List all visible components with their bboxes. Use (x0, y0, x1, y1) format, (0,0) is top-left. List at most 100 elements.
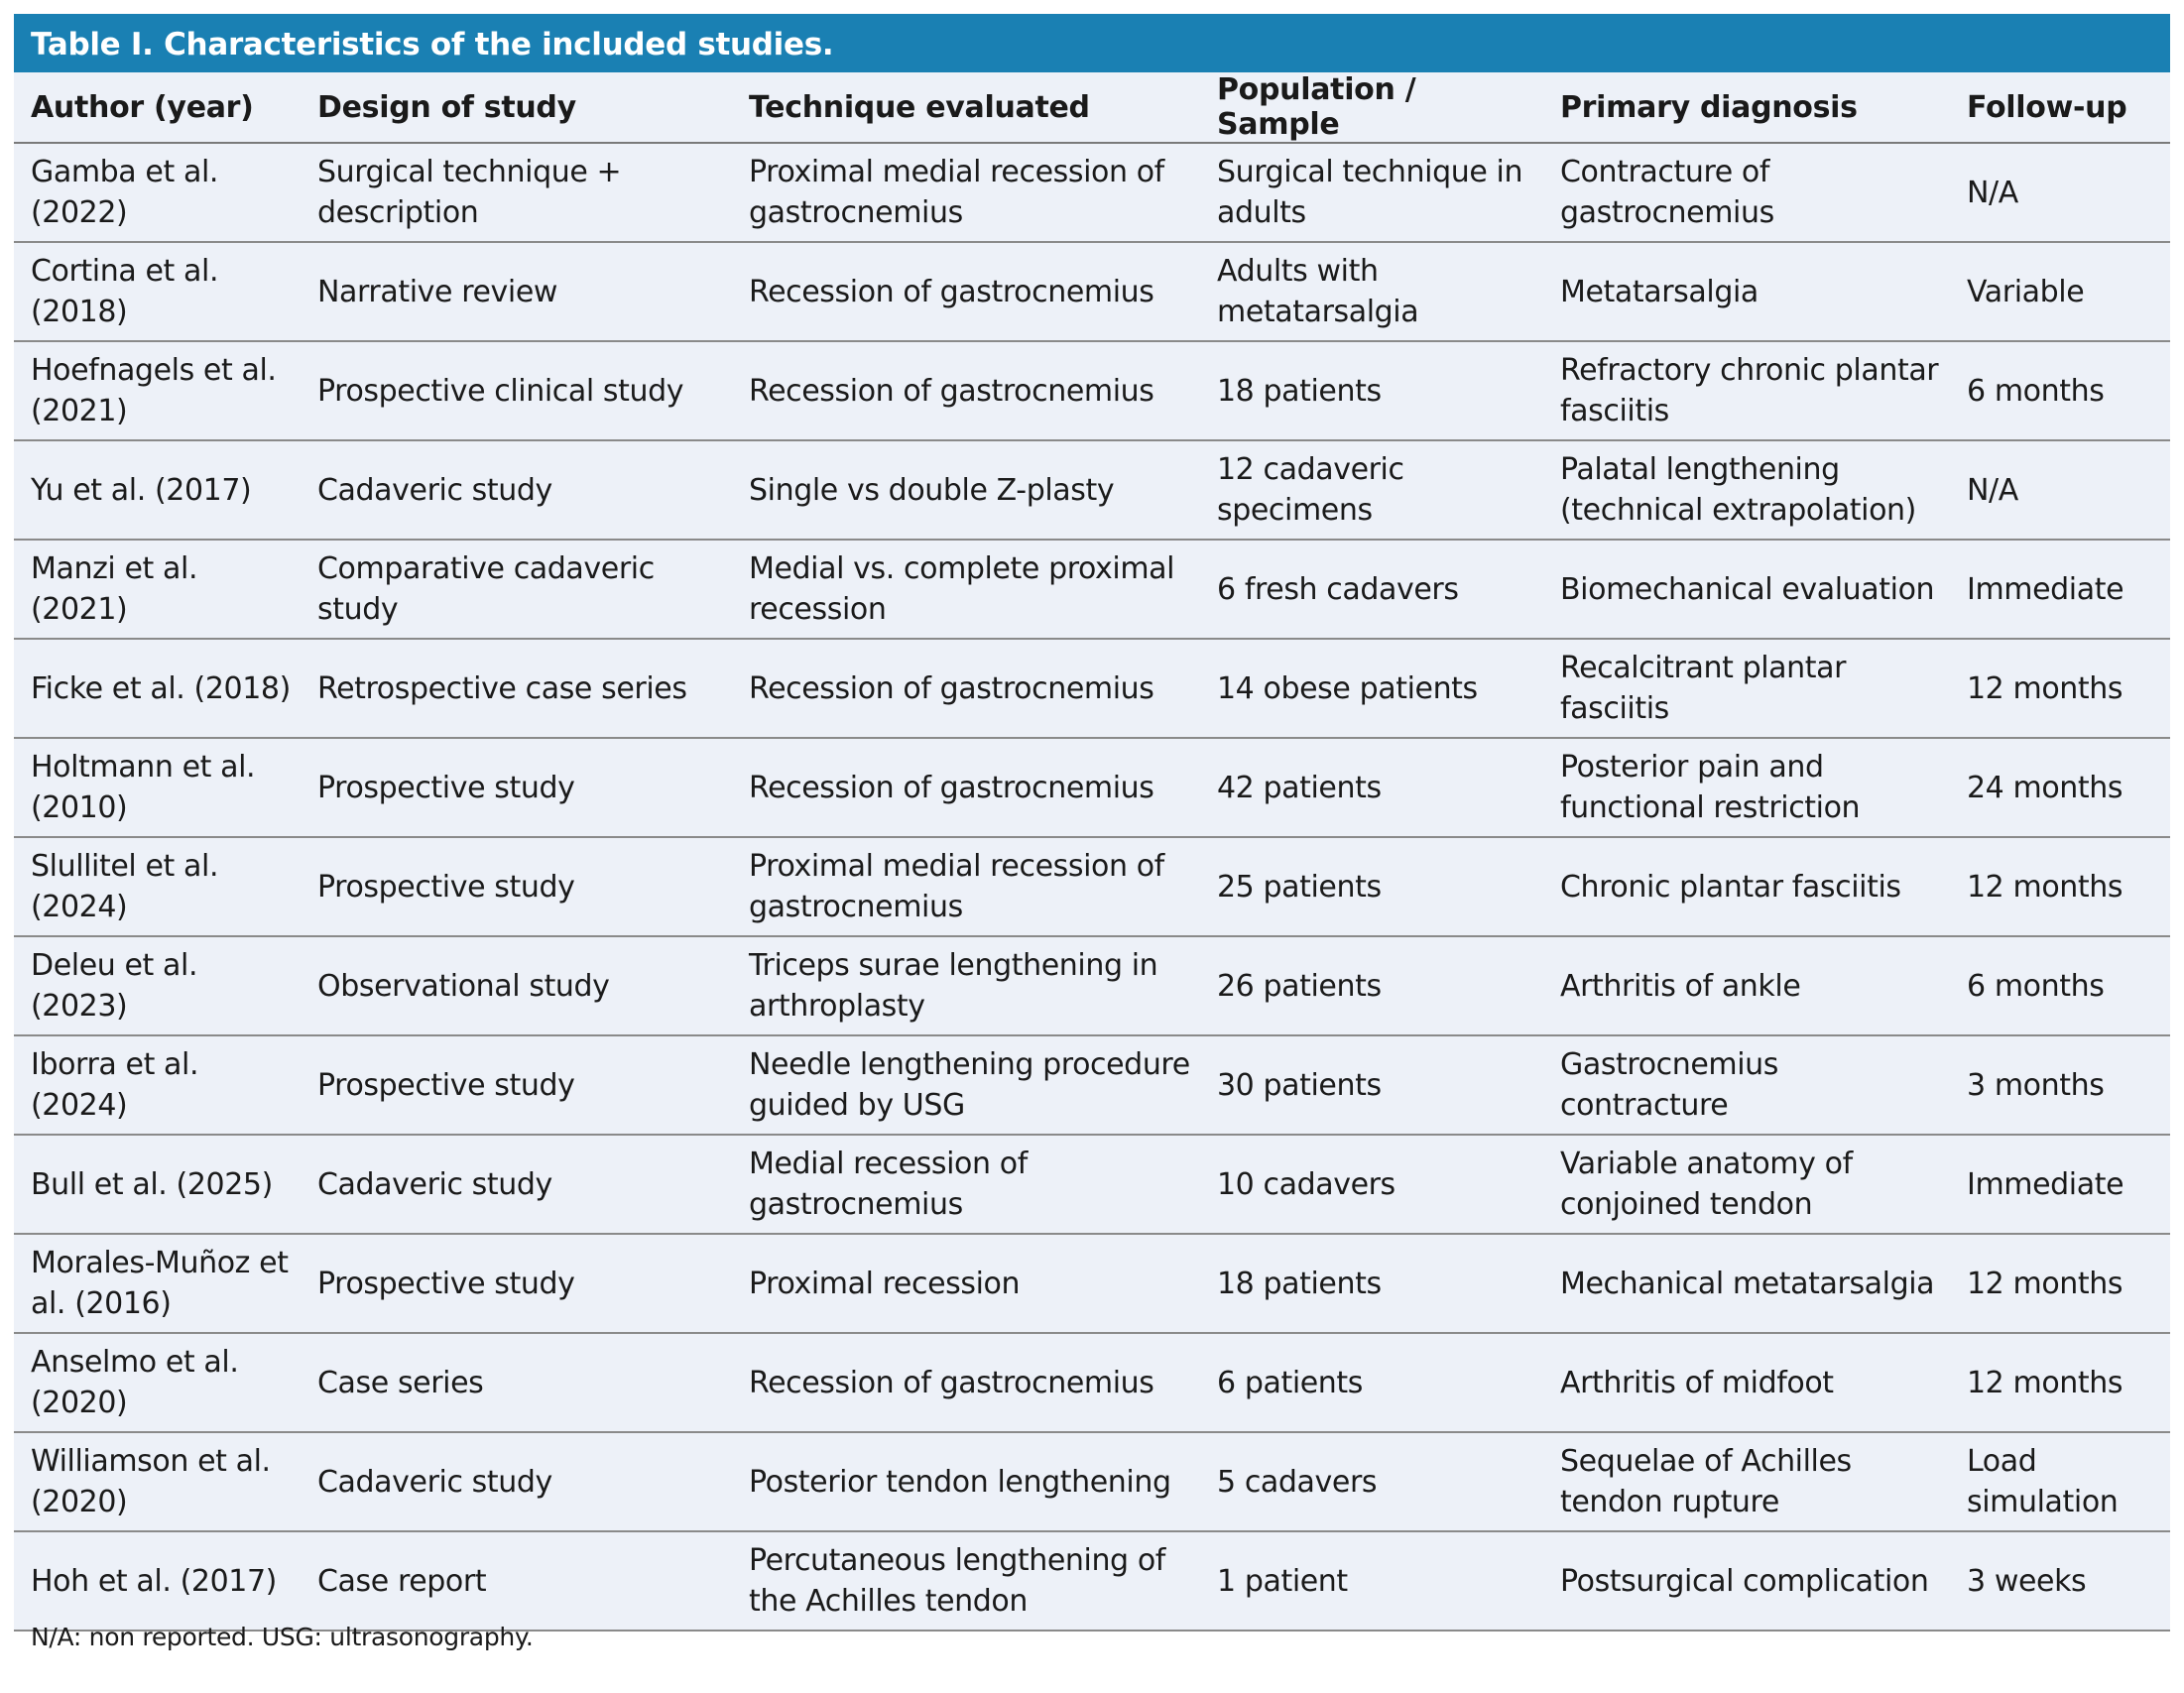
table-row: Iborra et al. (2024) Prospective study Nee… (14, 1035, 2170, 1136)
table-cell: Medial vs. complete proximal recession (732, 540, 1200, 640)
table-cell: 3 months (1950, 1035, 2170, 1136)
table-cell: Arthritis of ankle (1543, 936, 1950, 1036)
table-cell: Cortina et al. (2018) (14, 242, 301, 342)
table-cell: Recession of gastrocnemius (732, 1333, 1200, 1433)
table-cell: Anselmo et al. (2020) (14, 1333, 301, 1433)
table-row: Bull et al. (2025) Cadaveric study Medial … (14, 1135, 2170, 1235)
table-cell: Immediate (1950, 540, 2170, 640)
table-row: Hoh et al. (2017) Case report Percutaneous… (14, 1531, 2170, 1632)
table-cell: 10 cadavers (1200, 1135, 1543, 1235)
table-cell: Comparative cadaveric study (301, 540, 732, 640)
table-row: Manzi et al. (2021) Comparative cadaveric… (14, 540, 2170, 640)
table-cell: 42 patients (1200, 738, 1543, 838)
table-cell: Palatal lengthening (technical extrapola… (1543, 440, 1950, 541)
table-cell: N/A (1950, 143, 2170, 243)
table: Author (year) Design of study Technique ev… (14, 72, 2170, 1632)
table-cell: 12 months (1950, 639, 2170, 739)
table-cell: Postsurgical complication (1543, 1531, 1950, 1632)
column-header: Technique evaluated (732, 72, 1200, 144)
table-cell: Surgical technique + description (301, 143, 732, 243)
table-row: Holtmann et al. (2010) Prospective study R… (14, 738, 2170, 838)
table-cell: Adults with metatarsalgia (1200, 242, 1543, 342)
table-cell: Cadaveric study (301, 1432, 732, 1532)
table-cell: Prospective study (301, 738, 732, 838)
table-cell: Variable anatomy of conjoined tendon (1543, 1135, 1950, 1235)
table-cell: Proximal recession (732, 1234, 1200, 1334)
table-cell: Case series (301, 1333, 732, 1433)
table-cell: Manzi et al. (2021) (14, 540, 301, 640)
table-cell: Hoh et al. (2017) (14, 1531, 301, 1632)
table-title: Table I. Characteristics of the included… (14, 14, 2170, 72)
table-cell: Posterior tendon lengthening (732, 1432, 1200, 1532)
table-cell: Percutaneous lengthening of the Achilles… (732, 1531, 1200, 1632)
table-cell: Load simulation (1950, 1432, 2170, 1532)
table-cell: 6 patients (1200, 1333, 1543, 1433)
table-cell: Triceps surae lengthening in arthroplast… (732, 936, 1200, 1036)
table-row: Deleu et al. (2023) Observational study Tr… (14, 936, 2170, 1036)
table-cell: Metatarsalgia (1543, 242, 1950, 342)
table-cell: Variable (1950, 242, 2170, 342)
table-cell: Prospective study (301, 1035, 732, 1136)
table-panel: Table I. Characteristics of the included… (14, 14, 2170, 1632)
table-cell: 24 months (1950, 738, 2170, 838)
table-cell: N/A (1950, 440, 2170, 541)
table-cell: Holtmann et al. (2010) (14, 738, 301, 838)
table-cell: 12 months (1950, 837, 2170, 937)
header-row: Author (year) Design of study Technique ev… (14, 72, 2170, 144)
table-cell: Single vs double Z-plasty (732, 440, 1200, 541)
table-cell: Morales-Muñoz et al. (2016) (14, 1234, 301, 1334)
table-cell: Recession of gastrocnemius (732, 738, 1200, 838)
table-cell: Recalcitrant plantar fasciitis (1543, 639, 1950, 739)
table-cell: 18 patients (1200, 1234, 1543, 1334)
table-cell: Proximal medial recession of gastrocnemi… (732, 837, 1200, 937)
table-row: Gamba et al. (2022) Surgical technique + … (14, 143, 2170, 243)
table-cell: 18 patients (1200, 341, 1543, 441)
table-cell: Hoefnagels et al. (2021) (14, 341, 301, 441)
table-cell: Gamba et al. (2022) (14, 143, 301, 243)
table-cell: Bull et al. (2025) (14, 1135, 301, 1235)
table-cell: 12 months (1950, 1234, 2170, 1334)
table-cell: Proximal medial recession of gastrocnemi… (732, 143, 1200, 243)
table-cell: 6 months (1950, 936, 2170, 1036)
table-cell: Needle lengthening procedure guided by U… (732, 1035, 1200, 1136)
table-cell: Slullitel et al. (2024) (14, 837, 301, 937)
table-cell: Immediate (1950, 1135, 2170, 1235)
table-cell: Arthritis of midfoot (1543, 1333, 1950, 1433)
table-cell: Yu et al. (2017) (14, 440, 301, 541)
table-row: Slullitel et al. (2024) Prospective study… (14, 837, 2170, 937)
table-cell: Cadaveric study (301, 1135, 732, 1235)
table-cell: Prospective clinical study (301, 341, 732, 441)
table-row: Williamson et al. (2020) Cadaveric study P… (14, 1432, 2170, 1532)
table-cell: 6 fresh cadavers (1200, 540, 1543, 640)
table-cell: 14 obese patients (1200, 639, 1543, 739)
table-row: Hoefnagels et al. (2021) Prospective clin… (14, 341, 2170, 441)
table-cell: Prospective study (301, 1234, 732, 1334)
table-cell: 1 patient (1200, 1531, 1543, 1632)
table-cell: 6 months (1950, 341, 2170, 441)
table-row: Yu et al. (2017) Cadaveric study Single vs… (14, 440, 2170, 541)
table-cell: Case report (301, 1531, 732, 1632)
table-row: Cortina et al. (2018) Narrative review Rec… (14, 242, 2170, 342)
column-header: Author (year) (14, 72, 301, 144)
table-cell: Biomechanical evaluation (1543, 540, 1950, 640)
table-cell: Observational study (301, 936, 732, 1036)
column-header: Primary diagnosis (1543, 72, 1950, 144)
table-row: Morales-Muñoz et al. (2016) Prospective s… (14, 1234, 2170, 1334)
column-header: Design of study (301, 72, 732, 144)
footnote: N/A: non reported. USG: ultrasonography. (31, 1623, 534, 1651)
table-cell: Chronic plantar fasciitis (1543, 837, 1950, 937)
table-cell: Deleu et al. (2023) (14, 936, 301, 1036)
column-header: Population / Sample (1200, 72, 1543, 144)
table-cell: Williamson et al. (2020) (14, 1432, 301, 1532)
table-cell: Recession of gastrocnemius (732, 639, 1200, 739)
table-cell: 5 cadavers (1200, 1432, 1543, 1532)
column-header: Follow-up (1950, 72, 2170, 144)
table-cell: 26 patients (1200, 936, 1543, 1036)
table-cell: Ficke et al. (2018) (14, 639, 301, 739)
table-cell: Mechanical metatarsalgia (1543, 1234, 1950, 1334)
table-cell: Refractory chronic plantar fasciitis (1543, 341, 1950, 441)
table-cell: Surgical technique in adults (1200, 143, 1543, 243)
table-cell: Iborra et al. (2024) (14, 1035, 301, 1136)
table-cell: 3 weeks (1950, 1531, 2170, 1632)
